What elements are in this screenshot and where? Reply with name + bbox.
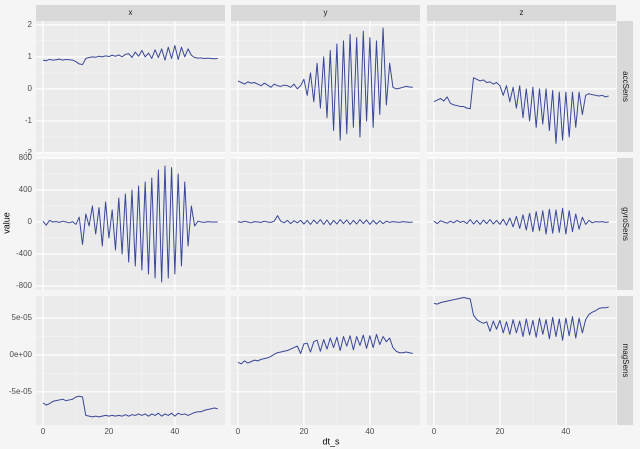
data-line [237, 333, 413, 365]
y-tick-label: 400 [19, 185, 33, 194]
x-tick-label: 0 [41, 427, 46, 436]
y-tick-label: 1 [28, 52, 33, 61]
strip [617, 21, 633, 152]
y-tick-label: 0 [28, 217, 33, 226]
strip-label: magSens [621, 344, 630, 378]
y-tick-label: -400 [16, 249, 33, 258]
strip-label: y [324, 8, 328, 17]
data-line [237, 215, 413, 226]
data-line [237, 27, 413, 141]
data-line [433, 207, 609, 235]
strip [427, 5, 616, 21]
x-tick-label: 40 [561, 427, 570, 436]
y-tick-label: 0 [28, 84, 33, 93]
y-tick-label: -1 [25, 116, 33, 125]
y-tick-label: 2 [28, 20, 33, 29]
y-tick-label: -2 [25, 148, 33, 157]
panel [231, 158, 420, 290]
data-line [42, 45, 218, 66]
panel [427, 21, 616, 152]
y-tick-label: 5e-05 [12, 313, 33, 322]
panel [36, 21, 225, 152]
data-line [433, 77, 609, 144]
data-line [42, 165, 218, 283]
data-line [433, 296, 609, 341]
x-tick-label: 0 [432, 427, 437, 436]
x-tick-label: 0 [236, 427, 241, 436]
panel [231, 296, 420, 425]
x-axis-title: dt_s [322, 436, 340, 446]
x-tick-label: 20 [495, 427, 504, 436]
strip [617, 158, 633, 290]
y-axis-title: value [1, 212, 11, 234]
strip-label: accSens [621, 71, 630, 102]
x-tick-label: 40 [365, 427, 374, 436]
data-line [42, 395, 218, 418]
strip [231, 5, 420, 21]
y-tick-label: -5e-05 [9, 387, 33, 396]
strip [36, 5, 225, 21]
x-tick-label: 20 [104, 427, 113, 436]
y-tick-label: 800 [19, 153, 33, 162]
strip-label: z [520, 8, 524, 17]
panel [427, 158, 616, 290]
strip [617, 296, 633, 425]
y-tick-label: -800 [16, 281, 33, 290]
x-tick-label: 20 [299, 427, 308, 436]
panel [36, 296, 225, 425]
strip-label: x [129, 8, 133, 17]
x-tick-label: 40 [170, 427, 179, 436]
panel [427, 296, 616, 425]
strip-label: gyroSens [621, 207, 630, 241]
y-tick-label: 0e+00 [10, 350, 33, 359]
